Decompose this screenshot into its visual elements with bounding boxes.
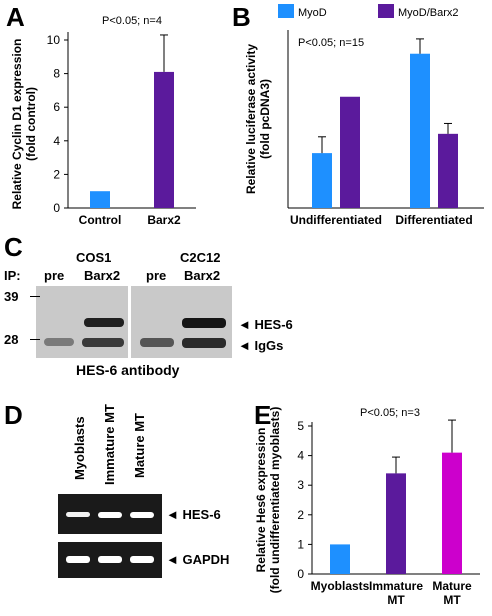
blot-marker-tick-28 xyxy=(30,339,40,340)
e-ytick-label-0: 0 xyxy=(297,567,304,581)
blot-band-igg-text: IgGs xyxy=(254,338,284,353)
e-ylabel-line-0: Relative Hes6 expression xyxy=(254,428,268,573)
e-annotation: P<0.05; n=3 xyxy=(360,407,420,419)
a-ytick-label-0: 0 xyxy=(53,201,60,215)
a-ytick-label-2: 2 xyxy=(53,167,60,181)
panel-d-letter: D xyxy=(4,400,23,430)
blot-band-igg-barx2-2 xyxy=(182,338,226,348)
b-xtick-label-differentiated: Differentiated xyxy=(395,213,472,227)
panel-a-letter: A xyxy=(6,2,25,32)
b-annotation: P<0.05; n=15 xyxy=(298,37,364,49)
e-xtick-label-mature-mt-0: Mature xyxy=(432,579,472,593)
blot-band-label-hes6: ◄ HES-6 xyxy=(238,317,293,332)
blot-marker-39: 39 xyxy=(4,289,19,304)
blot-lane-pre-1: pre xyxy=(44,268,65,283)
blot-membrane xyxy=(30,286,232,358)
e-xtick-label-mature-mt-1: MT xyxy=(443,593,461,607)
b-legend-label-myod-barx2: MyoD/Barx2 xyxy=(398,7,459,19)
panel-b-letter: B xyxy=(232,2,251,32)
gel-band-hes6-text: HES-6 xyxy=(182,507,221,522)
gel-band-hes6-3 xyxy=(130,512,154,518)
blot-band-igg-barx2-1 xyxy=(82,338,124,347)
a-bar-barx2 xyxy=(154,71,174,208)
blot-band-igg-pre-1 xyxy=(44,338,74,346)
a-ytick-label-6: 6 xyxy=(53,100,60,114)
blot-band-hes6-cos1 xyxy=(84,318,124,327)
panel-c-letter: C xyxy=(4,232,23,262)
blot-marker-tick-39 xyxy=(30,296,40,297)
e-ytick-label-5: 5 xyxy=(297,419,304,433)
e-ytick-label-2: 2 xyxy=(297,508,304,522)
blot-band-hes6-text: HES-6 xyxy=(254,317,293,332)
a-ylabel-line-0: Relative Cyclin D1 expression xyxy=(10,39,24,210)
panel-e-letter: E xyxy=(254,400,272,430)
b-bar-myod-barx2-undifferentiated xyxy=(340,96,360,208)
blot-divider xyxy=(128,286,131,358)
gel-lane-myoblasts: Myoblasts xyxy=(72,416,87,480)
e-bar-immature-mt xyxy=(386,473,406,574)
b-xtick-label-undifferentiated: Undifferentiated xyxy=(290,213,382,227)
blot-lane-pre-2: pre xyxy=(146,268,167,283)
a-annotation: P<0.05; n=4 xyxy=(102,15,162,27)
blot-lane-barx2-2: Barx2 xyxy=(184,268,221,283)
a-ytick-label-10: 10 xyxy=(47,33,61,47)
b-ylabel-line-1: (fold pcDNA3) xyxy=(258,79,272,159)
b-bar-myod-barx2-differentiated xyxy=(438,133,458,208)
e-ytick-label-4: 4 xyxy=(297,449,304,463)
a-xtick-label-control: Control xyxy=(79,213,122,227)
blot-band-label-igg: ◄ IgGs xyxy=(238,338,284,353)
blot-band-igg-pre-2 xyxy=(140,338,174,347)
gel-band-gapdh-3 xyxy=(130,556,154,563)
blot-ip-label: IP: xyxy=(4,268,21,283)
a-ylabel-line-1: (fold control) xyxy=(24,87,38,161)
gel-band-hes6-2 xyxy=(98,512,122,518)
e-ytick-label-3: 3 xyxy=(297,478,304,492)
b-bar-myod-differentiated xyxy=(410,53,430,208)
blot-caption: HES-6 antibody xyxy=(76,362,180,378)
e-xtick-label-immature-mt-1: MT xyxy=(387,593,405,607)
a-ytick-label-4: 4 xyxy=(53,134,60,148)
e-ylabel-line-1: (fold undifferentiated myoblasts) xyxy=(268,407,282,594)
gel-band-hes6-1 xyxy=(66,512,90,517)
b-ylabel-line-0: Relative luciferase activity xyxy=(244,44,258,194)
gel-band-gapdh-1 xyxy=(66,556,90,563)
b-legend-label-myod: MyoD xyxy=(298,7,327,19)
gel-lane-mature: Mature MT xyxy=(132,413,147,478)
blot-group-cos1: COS1 xyxy=(76,250,112,265)
gel-band-label-hes6: ◄ HES-6 xyxy=(166,507,221,522)
gel-gapdh xyxy=(58,542,162,578)
blot-marker-28: 28 xyxy=(4,332,19,347)
b-legend-swatch-myod-barx2 xyxy=(378,4,394,18)
a-bar-control xyxy=(90,191,110,208)
gel-band-gapdh-2 xyxy=(98,556,122,563)
e-xtick-label-immature-mt-0: Immature xyxy=(369,579,423,593)
e-bar-myoblasts xyxy=(330,544,350,574)
e-ytick-label-1: 1 xyxy=(297,537,304,551)
e-xtick-label-myoblasts-0: Myoblasts xyxy=(311,579,370,593)
blot-band-hes6-c2c12 xyxy=(182,318,226,328)
gel-lane-immature: Immature MT xyxy=(102,404,117,485)
gel-hes6 xyxy=(58,494,162,534)
b-legend-swatch-myod xyxy=(278,4,294,18)
a-xtick-label-barx2: Barx2 xyxy=(147,213,181,227)
gel-band-label-gapdh: ◄ GAPDH xyxy=(166,552,230,567)
b-bar-myod-undifferentiated xyxy=(312,153,332,208)
gel-band-gapdh-text: GAPDH xyxy=(182,552,230,567)
blot-group-c2c12: C2C12 xyxy=(180,250,221,265)
blot-lane-barx2-1: Barx2 xyxy=(84,268,121,283)
e-bar-mature-mt xyxy=(442,452,462,574)
a-ytick-label-8: 8 xyxy=(53,67,60,81)
